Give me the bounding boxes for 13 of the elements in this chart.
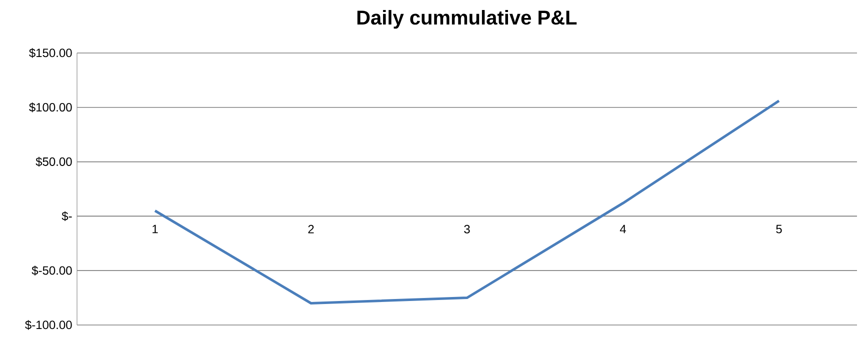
line-series [154, 100, 780, 304]
chart-title: Daily cummulative P&L [357, 10, 577, 29]
x-tick-label: 5 [776, 224, 782, 234]
x-tick-label: 3 [464, 224, 470, 234]
y-tick-label: $150.00 [29, 48, 72, 58]
x-tick-label: 2 [308, 224, 314, 234]
x-tick-label: 4 [620, 224, 626, 234]
y-tick-label: $50.00 [36, 156, 72, 167]
y-tick-label: $- [62, 211, 72, 222]
y-tick-label: $-50.00 [32, 266, 72, 276]
y-tick-label: $100.00 [29, 102, 72, 112]
x-tick-label: 1 [152, 224, 158, 234]
y-tick-label: $-100.00 [25, 320, 72, 330]
